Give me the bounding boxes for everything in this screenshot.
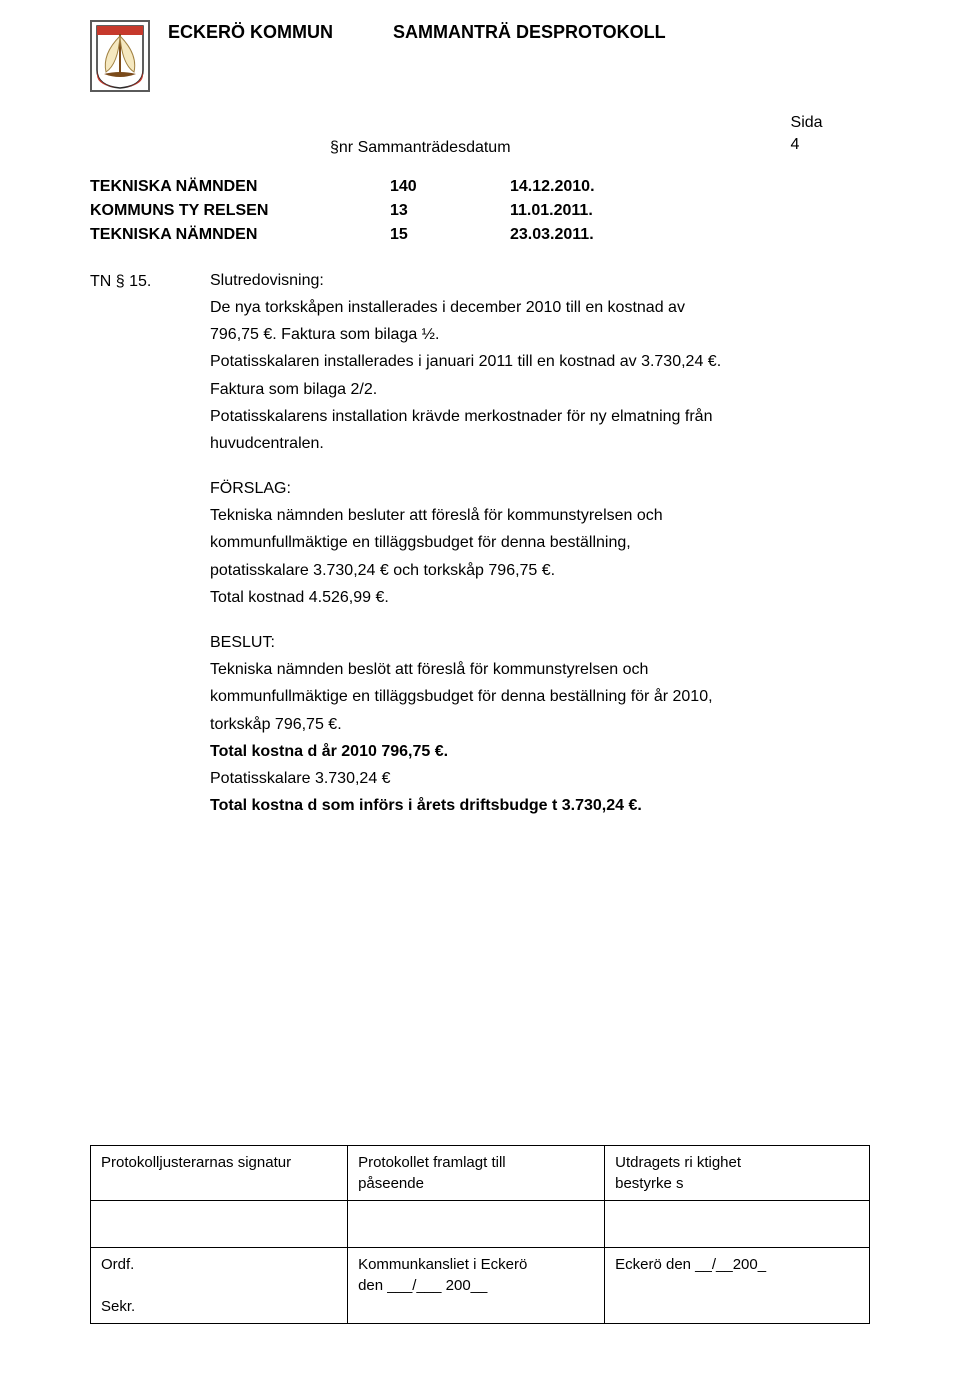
ref-row: KOMMUNS TY RELSEN 13 11.01.2011. <box>90 199 870 223</box>
footer-cell <box>91 1201 348 1248</box>
footer-cell: Eckerö den __/__200_ <box>605 1248 870 1324</box>
footer-table: Protokolljusterarnas signatur Protokolle… <box>90 1145 870 1324</box>
slut-line: huvudcentralen. <box>210 432 870 455</box>
slut-line: 796,75 €. Faktura som bilaga ½. <box>210 323 870 346</box>
beslut-bold: Total kostna d år 2010 796,75 €. <box>210 740 870 763</box>
beslut-line: Tekniska nämnden beslöt att föreslå för … <box>210 658 870 681</box>
footer-cell: Protokollet framlagt till påseende <box>348 1146 605 1201</box>
slut-heading: Slutredovisning: <box>210 269 870 292</box>
footer-text: den ___/___ 200__ <box>358 1277 487 1294</box>
beslut-line: torkskåp 796,75 €. <box>210 713 870 736</box>
footer-text: Protokolljusterarnas signatur <box>101 1154 291 1171</box>
footer-text: Ordf. <box>101 1256 134 1273</box>
footer-text: Utdragets ri ktighet <box>615 1154 741 1171</box>
footer-cell: Utdragets ri ktighet bestyrke s <box>605 1146 870 1201</box>
header-row: ECKERÖ KOMMUN SAMMANTRÄ DESPROTOKOLL <box>90 20 870 92</box>
coat-of-arms <box>90 20 150 92</box>
footer-text: bestyrke s <box>615 1175 683 1192</box>
ref-date: 14.12.2010. <box>510 175 595 199</box>
footer-text: påseende <box>358 1175 424 1192</box>
sida-label: Sida <box>791 114 823 131</box>
ref-row: TEKNISKA NÄMNDEN 140 14.12.2010. <box>90 175 870 199</box>
beslut-heading: BESLUT: <box>210 631 870 654</box>
slut-line: Faktura som bilaga 2/2. <box>210 378 870 401</box>
slut-line: Potatisskalaren installerades i januari … <box>210 350 870 373</box>
table-row <box>91 1201 870 1248</box>
page: ECKERÖ KOMMUN SAMMANTRÄ DESPROTOKOLL §nr… <box>0 0 960 1379</box>
footer-cell <box>348 1201 605 1248</box>
forslag-block: FÖRSLAG: Tekniska nämnden besluter att f… <box>210 477 870 609</box>
forslag-line: kommunfullmäktige en tilläggsbudget för … <box>210 531 870 554</box>
beslut-line: kommunfullmäktige en tilläggsbudget för … <box>210 685 870 708</box>
footer-text: Kommunkansliet i Eckerö <box>358 1256 527 1273</box>
reference-block: TEKNISKA NÄMNDEN 140 14.12.2010. KOMMUNS… <box>90 175 870 247</box>
forslag-line: potatisskalare 3.730,24 € och torkskåp 7… <box>210 559 870 582</box>
forslag-line: Tekniska nämnden besluter att föreslå fö… <box>210 504 870 527</box>
footer-cell: Kommunkansliet i Eckerö den ___/___ 200_… <box>348 1248 605 1324</box>
shield-icon <box>90 20 150 92</box>
footer-text: Protokollet framlagt till <box>358 1154 506 1171</box>
doc-type: SAMMANTRÄ DESPROTOKOLL <box>393 22 666 43</box>
ref-name: KOMMUNS TY RELSEN <box>90 199 390 223</box>
page-number: 4 <box>791 136 800 153</box>
ref-name: TEKNISKA NÄMNDEN <box>90 175 390 199</box>
footer-text: Sekr. <box>101 1298 135 1315</box>
body-text: Slutredovisning: De nya torkskåpen insta… <box>210 269 870 818</box>
ref-date: 23.03.2011. <box>510 223 594 247</box>
forslag-heading: FÖRSLAG: <box>210 477 870 500</box>
table-row: Protokolljusterarnas signatur Protokolle… <box>91 1146 870 1201</box>
forslag-line: Total kostnad 4.526,99 €. <box>210 586 870 609</box>
ref-num: 13 <box>390 199 510 223</box>
footer-text: Eckerö den __/__200_ <box>615 1256 766 1273</box>
slut-line: De nya torkskåpen installerades i decemb… <box>210 296 870 319</box>
ref-date: 11.01.2011. <box>510 199 593 223</box>
beslut-bold: Total kostna d som införs i årets drifts… <box>210 794 870 817</box>
footer-cell: Protokolljusterarnas signatur <box>91 1146 348 1201</box>
subheader-inner: §nr Sammanträdesdatum Sida 4 <box>330 112 870 157</box>
slut-line: Potatisskalarens installation krävde mer… <box>210 405 870 428</box>
ref-name: TEKNISKA NÄMNDEN <box>90 223 390 247</box>
org-name: ECKERÖ KOMMUN <box>168 22 333 43</box>
ref-row: TEKNISKA NÄMNDEN 15 23.03.2011. <box>90 223 870 247</box>
sida-block: Sida 4 <box>791 112 823 157</box>
footer-cell: Ordf. Sekr. <box>91 1248 348 1324</box>
header-titles: ECKERÖ KOMMUN SAMMANTRÄ DESPROTOKOLL <box>168 20 666 43</box>
footer-cell <box>605 1201 870 1248</box>
table-row: Ordf. Sekr. Kommunkansliet i Eckerö den … <box>91 1248 870 1324</box>
slutredovisning-block: Slutredovisning: De nya torkskåpen insta… <box>210 269 870 455</box>
ref-num: 15 <box>390 223 510 247</box>
subheader-label: §nr Sammanträdesdatum <box>330 139 511 157</box>
beslut-block: BESLUT: Tekniska nämnden beslöt att före… <box>210 631 870 817</box>
subheader-row: §nr Sammanträdesdatum Sida 4 <box>90 112 870 157</box>
beslut-line: Potatisskalare 3.730,24 € <box>210 767 870 790</box>
ref-num: 140 <box>390 175 510 199</box>
